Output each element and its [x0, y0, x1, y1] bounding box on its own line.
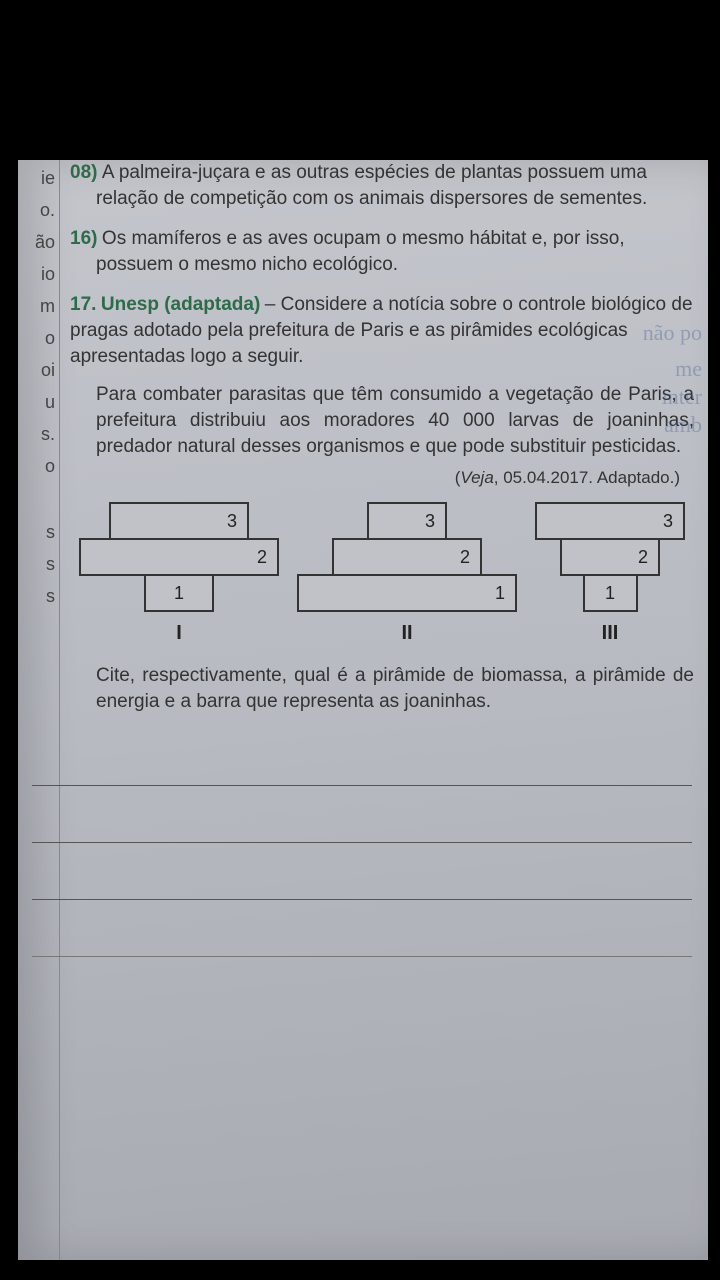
q16-text: Os mamíferos e as aves ocupam o mesmo há… [96, 228, 625, 275]
pyramid-I: 3 2 1 I [79, 504, 279, 645]
handwriting: não po [643, 320, 702, 346]
pyr1-bar3: 3 [109, 502, 249, 540]
pyr3-bar3: 3 [535, 502, 685, 540]
frag: io [18, 260, 55, 288]
q17-source: Unesp (adaptada) [101, 294, 260, 315]
q16-number: 16) [70, 228, 97, 249]
frag: o. [18, 196, 55, 224]
handwriting: amb [664, 412, 702, 438]
frag: s [18, 582, 55, 610]
roman-III: III [602, 622, 619, 645]
pyramid-diagrams: 3 2 1 I 3 2 1 II 3 2 1 III [70, 504, 694, 645]
frag: oi [18, 356, 55, 384]
handwriting: me [675, 356, 702, 382]
frag: ie [18, 164, 55, 192]
pyr2-bar1: 1 [297, 574, 517, 612]
pyr2-bar3: 3 [367, 502, 447, 540]
handwriting: inter [662, 384, 702, 410]
frag: s [18, 518, 55, 546]
pyr3-bar2: 2 [560, 538, 660, 576]
left-margin-fragments: ie o. ão io m o oi u s. o s s s [18, 160, 60, 1260]
answer-line-3[interactable] [32, 843, 692, 900]
credit-rest: , 05.04.2017. Adaptado.) [494, 468, 680, 487]
pyr3-bar1: 1 [583, 574, 638, 612]
pyr1-bar2: 2 [79, 538, 279, 576]
content-column: 08) A palmeira-juçara e as outras espéci… [70, 160, 700, 957]
pyramid-III: 3 2 1 III [535, 504, 685, 645]
q17-ask: Cite, respectivamente, qual é a pirâmide… [70, 663, 694, 715]
question-17: 17. Unesp (adaptada) – Considere a notíc… [70, 292, 700, 715]
question-16: 16) Os mamíferos e as aves ocupam o mesm… [70, 226, 700, 278]
q17-number: 17. [70, 294, 96, 315]
q17-paragraph: Para combater parasitas que têm consumid… [70, 382, 694, 460]
frag: s [18, 550, 55, 578]
q17-credit: (Veja, 05.04.2017. Adaptado.) [70, 468, 694, 488]
answer-line-1[interactable] [32, 729, 692, 786]
pyr2-bar2: 2 [332, 538, 482, 576]
frag: ão [18, 228, 55, 256]
frag: o [18, 452, 55, 480]
q08-text: A palmeira-juçara e as outras espécies d… [96, 162, 647, 209]
pyramid-II: 3 2 1 II [297, 504, 517, 645]
answer-line-2[interactable] [32, 786, 692, 843]
q08-number: 08) [70, 162, 97, 183]
answer-line-4[interactable] [32, 900, 692, 957]
frag: m [18, 292, 55, 320]
frag: o [18, 324, 55, 352]
roman-I: I [176, 622, 182, 645]
roman-II: II [401, 622, 412, 645]
question-08: 08) A palmeira-juçara e as outras espéci… [70, 160, 700, 212]
exercise-page: ie o. ão io m o oi u s. o s s s 08) A pa… [18, 160, 708, 1260]
pyr1-bar1: 1 [144, 574, 214, 612]
frag: s. [18, 420, 55, 448]
credit-source: Veja [460, 468, 493, 487]
frag: u [18, 388, 55, 416]
